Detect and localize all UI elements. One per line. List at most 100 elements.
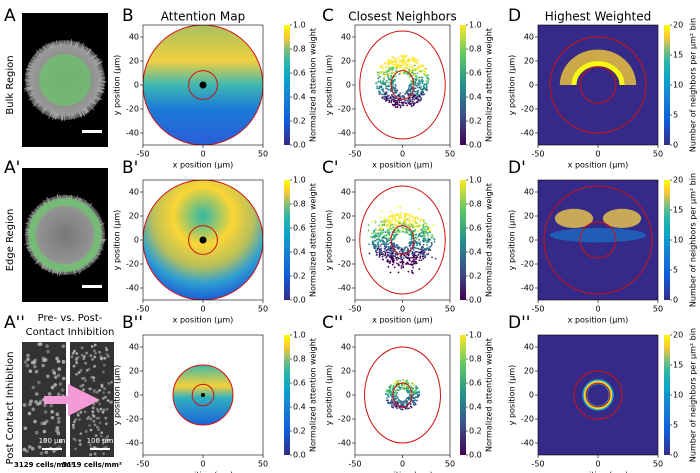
y-tick-label: 40 bbox=[524, 188, 534, 197]
y-tick-label: 20 bbox=[524, 367, 534, 376]
neighbor-dot bbox=[419, 92, 422, 95]
neighbor-dot bbox=[427, 252, 430, 255]
neighbor-dot bbox=[385, 87, 387, 90]
neighbor-dot bbox=[387, 395, 390, 398]
cell bbox=[91, 357, 94, 361]
neighbor-dot bbox=[376, 237, 379, 240]
neighbor-dot bbox=[403, 383, 406, 386]
neighbor-dot bbox=[404, 56, 407, 59]
cell bbox=[56, 392, 61, 397]
cell bbox=[73, 349, 76, 353]
x-tick-label: 50 bbox=[653, 460, 663, 469]
neighbor-dot bbox=[422, 91, 425, 94]
neighbor-dot bbox=[391, 81, 394, 84]
colony-edge bbox=[95, 61, 103, 66]
cell bbox=[102, 391, 106, 394]
y-tick-label: -40 bbox=[338, 439, 351, 448]
neighbor-dot bbox=[405, 246, 408, 249]
neighbor-dot bbox=[390, 384, 392, 387]
neighbor-dot bbox=[405, 214, 407, 217]
cell bbox=[80, 346, 84, 350]
colorbar-tick-label: 0.6 bbox=[293, 69, 306, 78]
colony-edge bbox=[78, 110, 82, 118]
neighbor-dot bbox=[399, 206, 402, 209]
plot-panel: -50 0 50 -40 -20 0 20 40 x position (µm) y positi… bbox=[325, 331, 494, 473]
neighbor-dot bbox=[379, 245, 382, 248]
colorbar-tick-label: 0.6 bbox=[293, 224, 306, 233]
neighbor-dot bbox=[412, 229, 415, 232]
neighbor-dot bbox=[401, 103, 404, 106]
cell bbox=[93, 423, 97, 427]
scale-bar bbox=[82, 130, 102, 133]
neighbor-dot bbox=[402, 379, 405, 381]
neighbor-dot bbox=[417, 253, 420, 256]
colony-edge bbox=[59, 41, 61, 47]
x-tick-label: 50 bbox=[258, 460, 268, 469]
neighbor-dot bbox=[408, 57, 411, 60]
neighbor-dot bbox=[412, 257, 414, 259]
neighbor-dot bbox=[411, 71, 414, 74]
neighbor-dot bbox=[389, 77, 392, 80]
neighbor-dot bbox=[386, 397, 388, 399]
x-tick-label: -50 bbox=[136, 460, 149, 469]
neighbor-dot bbox=[406, 60, 409, 63]
neighbor-dot bbox=[407, 88, 410, 90]
neighbor-dot bbox=[379, 240, 382, 243]
neighbor-dot bbox=[408, 85, 411, 87]
neighbor-dot bbox=[396, 405, 398, 408]
neighbor-dot bbox=[392, 57, 395, 60]
cell bbox=[76, 411, 80, 415]
neighbor-dot bbox=[412, 219, 414, 222]
cell bbox=[104, 416, 108, 420]
neighbor-dot bbox=[416, 256, 419, 259]
neighbor-dot bbox=[389, 249, 391, 252]
neighbor-dot bbox=[416, 60, 419, 63]
neighbor-dot bbox=[399, 401, 402, 403]
colorbar bbox=[460, 25, 466, 145]
neighbor-dot bbox=[419, 255, 422, 258]
neighbor-dot bbox=[403, 72, 405, 75]
cell bbox=[79, 410, 83, 414]
neighbor-dot bbox=[390, 399, 393, 402]
colony-edge bbox=[95, 93, 99, 95]
neighbor-dot bbox=[374, 219, 377, 222]
neighbor-dot bbox=[373, 247, 376, 250]
x-tick-label: 0 bbox=[200, 460, 205, 469]
neighbor-dot bbox=[406, 232, 409, 234]
neighbor-dot bbox=[399, 261, 402, 264]
neighbor-dot bbox=[400, 403, 403, 406]
cell bbox=[72, 364, 76, 368]
cell bbox=[84, 430, 88, 433]
neighbor-dot bbox=[412, 403, 415, 406]
colony-edge bbox=[81, 46, 84, 51]
cell bbox=[93, 452, 97, 456]
neighbor-dot bbox=[385, 249, 388, 252]
neighbor-dot bbox=[410, 59, 413, 62]
colorbar-label: Normalized attention weight bbox=[485, 28, 494, 142]
neighbor-dot bbox=[420, 251, 423, 253]
neighbor-dot bbox=[400, 257, 402, 260]
neighbor-dot bbox=[421, 255, 424, 258]
neighbor-dot bbox=[402, 55, 405, 58]
neighbor-dot bbox=[386, 389, 389, 391]
neighbor-dot bbox=[387, 243, 389, 246]
neighbor-dot bbox=[381, 224, 384, 227]
colony-edge bbox=[43, 45, 48, 52]
neighbor-dot bbox=[416, 217, 419, 220]
neighbor-dot bbox=[429, 230, 432, 232]
colony-edge bbox=[28, 66, 34, 69]
cell bbox=[23, 360, 28, 364]
colorbar-tick-label: 0.4 bbox=[469, 403, 482, 412]
neighbor-dot bbox=[392, 238, 394, 241]
neighbor-dot bbox=[402, 404, 405, 406]
neighbor-dot bbox=[425, 249, 427, 251]
density-label: 5119 cells/mm² bbox=[62, 461, 122, 469]
cell bbox=[106, 399, 110, 403]
neighbor-dot bbox=[388, 220, 391, 223]
cell bbox=[79, 432, 83, 436]
neighbor-dot bbox=[423, 251, 426, 254]
neighbor-dot bbox=[419, 96, 422, 99]
cell bbox=[39, 399, 43, 404]
neighbor-dot bbox=[396, 262, 398, 265]
neighbor-dot bbox=[393, 65, 396, 68]
